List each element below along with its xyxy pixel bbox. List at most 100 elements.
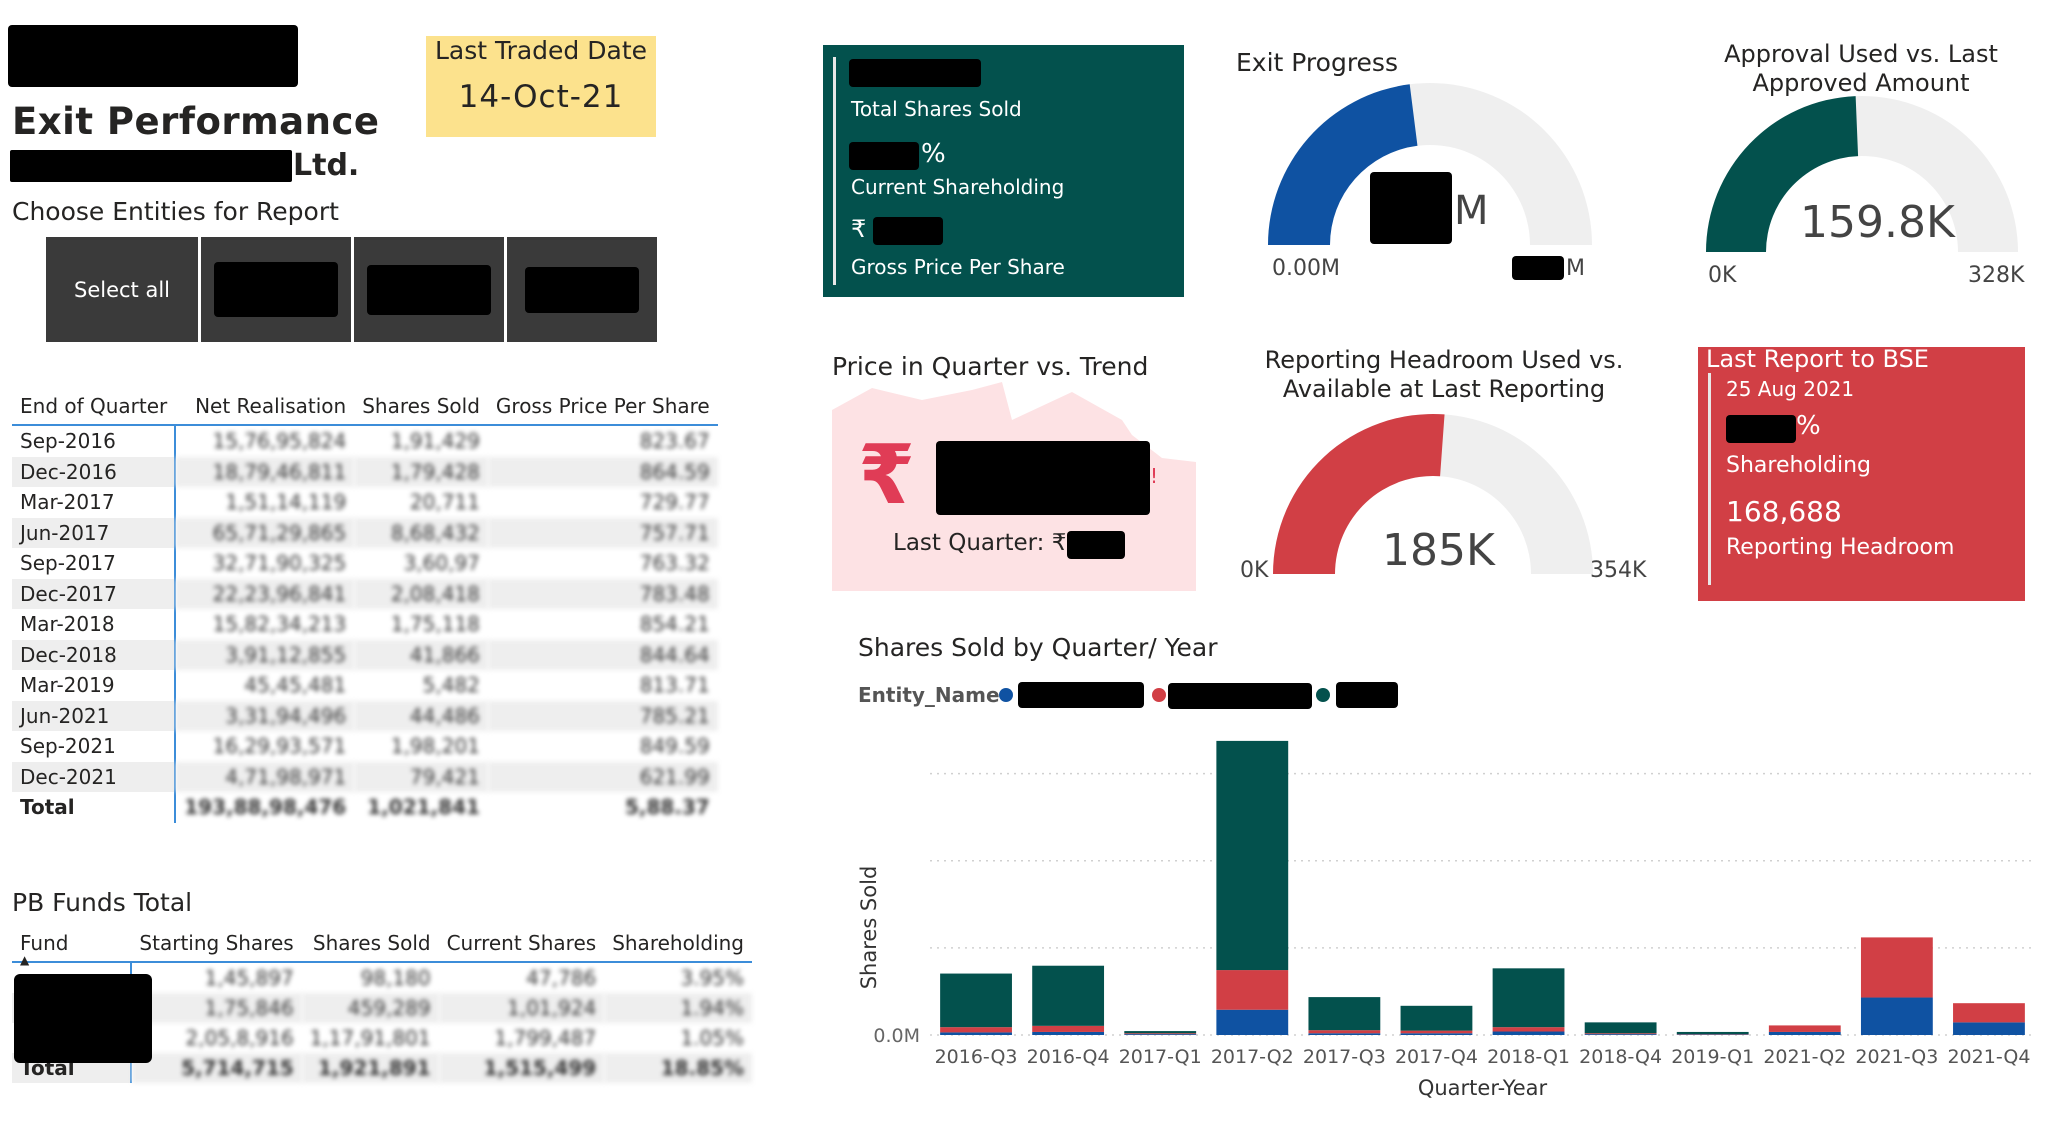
col-shares-sold[interactable]: Shares Sold xyxy=(312,931,431,955)
x-tick-label: 2021-Q2 xyxy=(1763,1046,1846,1068)
bar-segment xyxy=(1584,1033,1657,1035)
quarter-cell: Mar-2018 xyxy=(12,609,177,640)
col-shares-sold[interactable]: Shares Sold xyxy=(362,394,480,418)
bar-segment xyxy=(1953,1003,2025,1023)
shareholding-cell: 1.94% xyxy=(604,993,752,1023)
exit-progress-max-suffix: M xyxy=(1566,256,1585,281)
quarter-cell: Dec-2018 xyxy=(12,639,177,670)
col-net-realisation[interactable]: Net Realisation xyxy=(195,394,347,418)
exit-progress-min: 0.00M xyxy=(1272,256,1340,281)
chart-title: Shares Sold by Quarter/ Year xyxy=(858,633,1218,662)
gross-price-cell: 823.67 xyxy=(639,429,710,454)
table-row[interactable]: Sep-2016 15,76,95,824 1,91,429 823.67 xyxy=(12,425,718,457)
redacted-legend-3 xyxy=(1336,682,1398,708)
select-all-button[interactable]: Select all xyxy=(46,237,198,342)
gross-price-cell: 849.59 xyxy=(639,734,710,759)
net-realisation-cell: 3,91,12,855 xyxy=(175,639,355,670)
starting-shares-cell: 2,05,8,916 xyxy=(185,1026,294,1050)
price-trend-title: Price in Quarter vs. Trend xyxy=(832,352,1149,381)
table-row[interactable]: Jun-2021 3,31,94,496 44,486 785.21 xyxy=(12,700,718,731)
gross-price-cell: 813.71 xyxy=(639,673,710,698)
bse-report-date: 25 Aug 2021 xyxy=(1726,377,1855,401)
table-row[interactable]: Mar-2019 45,45,481 5,482 813.71 xyxy=(12,670,718,701)
table-row[interactable]: Dec-2016 18,79,46,811 1,79,428 864.59 xyxy=(12,456,718,487)
bar-segment xyxy=(1124,1034,1197,1035)
shares-sold-cell: 1,79,428 xyxy=(354,456,488,487)
table-row[interactable]: Sep-2021 16,29,93,571 1,98,201 849.59 xyxy=(12,731,718,762)
shareholding-cell: 1.05% xyxy=(680,1026,744,1050)
gross-price-cell: 783.48 xyxy=(487,578,718,609)
funds-table-header: Fund ▲ Starting Shares Shares Sold Curren… xyxy=(12,925,752,967)
table-row[interactable]: Mar-2018 15,82,34,213 1,75,118 854.21 xyxy=(12,609,718,640)
col-gross-price[interactable]: Gross Price Per Share xyxy=(495,394,710,418)
bar-segment xyxy=(1953,1022,2025,1035)
total-price: 5,88.37 xyxy=(624,795,710,820)
redacted-entity-1 xyxy=(214,262,338,317)
last-traded-card: Last Traded Date 14-Oct-21 xyxy=(426,36,656,137)
net-realisation-cell: 15,82,34,213 xyxy=(212,612,347,637)
table-row[interactable]: Dec-2018 3,91,12,855 41,866 844.64 xyxy=(12,639,718,670)
shares-sold-cell: 79,421 xyxy=(354,761,488,792)
x-tick-label: 2016-Q4 xyxy=(1027,1046,1110,1068)
table-row[interactable]: Jun-2017 65,71,29,865 8,68,432 757.71 xyxy=(12,517,718,548)
table-row[interactable]: 1,75,846 459,289 1,01,924 1.94% xyxy=(12,993,752,1023)
redacted-last-quarter-price xyxy=(1067,531,1125,559)
current-shares-cell: 1,799,487 xyxy=(494,1026,597,1050)
card-accent-bar xyxy=(1708,373,1711,585)
bar-segment xyxy=(1492,1027,1565,1032)
bar-segment xyxy=(1308,1030,1381,1034)
funds-table: Fund ▲ Starting Shares Shares Sold Curren… xyxy=(12,925,752,1083)
redacted-gross-price xyxy=(873,217,943,245)
entity-slicer-button-2[interactable] xyxy=(354,237,504,342)
bar-segment xyxy=(1860,937,1933,998)
gross-price-label: Gross Price Per Share xyxy=(851,255,1065,279)
table-row[interactable]: Mar-2017 1,51,14,119 20,711 729.77 xyxy=(12,487,718,518)
redacted-current-price xyxy=(936,441,1150,515)
legend-title: Entity_Name xyxy=(858,683,1000,707)
bar-segment xyxy=(1584,1034,1657,1035)
price-alert-icon: ! xyxy=(1150,464,1159,488)
bse-pct-sign: % xyxy=(1796,411,1821,441)
x-tick-label: 2016-Q3 xyxy=(935,1046,1018,1068)
table-row[interactable]: Sep-2017 32,71,90,325 3,60,97 763.32 xyxy=(12,548,718,579)
quarter-cell: Mar-2017 xyxy=(12,487,177,518)
shareholding-cell: 3.95% xyxy=(680,966,744,990)
approval-value: 159.8K xyxy=(1800,197,1955,248)
shares-sold-cell: 1,17,91,801 xyxy=(309,1026,431,1050)
redacted-logo xyxy=(8,25,298,87)
table-row[interactable]: Dec-2017 22,23,96,841 2,08,418 783.48 xyxy=(12,578,718,609)
bar-segment xyxy=(1400,1030,1473,1034)
col-current-shares[interactable]: Current Shares xyxy=(446,931,597,955)
headroom-gauge-title: Reporting Headroom Used vs. Available at… xyxy=(1264,346,1624,403)
entity-slicer-button-3[interactable] xyxy=(507,237,657,342)
last-traded-label: Last Traded Date xyxy=(434,36,648,65)
net-realisation-cell: 15,76,95,824 xyxy=(212,429,347,454)
sort-arrow-icon: ▲ xyxy=(20,953,30,967)
bar-segment xyxy=(940,973,1012,1028)
col-fund[interactable]: Fund ▲ xyxy=(20,931,69,967)
shares-sold-cell: 3,60,97 xyxy=(403,551,480,576)
net-realisation-cell: 45,45,481 xyxy=(244,673,347,698)
legend-dot-3 xyxy=(1316,688,1330,702)
bse-report-title: Last Report to BSE xyxy=(1706,345,1929,373)
shares-sold-cell: 5,482 xyxy=(422,673,480,698)
bar-segment xyxy=(1216,1009,1289,1035)
col-shareholding[interactable]: Shareholding xyxy=(612,931,744,955)
x-tick-label: 2017-Q4 xyxy=(1395,1046,1478,1068)
quarter-table: End of Quarter Net Realisation Shares So… xyxy=(12,388,718,823)
bar-segment xyxy=(1860,997,1933,1035)
bse-shareholding-label: Shareholding xyxy=(1726,453,1871,478)
exit-progress-gauge xyxy=(1268,83,1592,245)
table-row[interactable]: Dec-2021 4,71,98,971 79,421 621.99 xyxy=(12,761,718,792)
rupee-large-icon: ₹ xyxy=(858,428,916,523)
approval-min: 0K xyxy=(1708,263,1737,288)
redacted-exit-value xyxy=(1370,172,1452,244)
col-end-of-quarter[interactable]: End of Quarter xyxy=(20,394,168,418)
redacted-fund-names xyxy=(14,974,152,1063)
bse-headroom-label: Reporting Headroom xyxy=(1726,535,1955,560)
net-realisation-cell: 1,51,14,119 xyxy=(225,490,347,515)
col-starting-shares[interactable]: Starting Shares xyxy=(139,931,294,955)
entity-slicer-button-1[interactable] xyxy=(201,237,351,342)
last-traded-value: 14-Oct-21 xyxy=(458,79,624,115)
quarter-cell: Sep-2017 xyxy=(12,548,177,579)
